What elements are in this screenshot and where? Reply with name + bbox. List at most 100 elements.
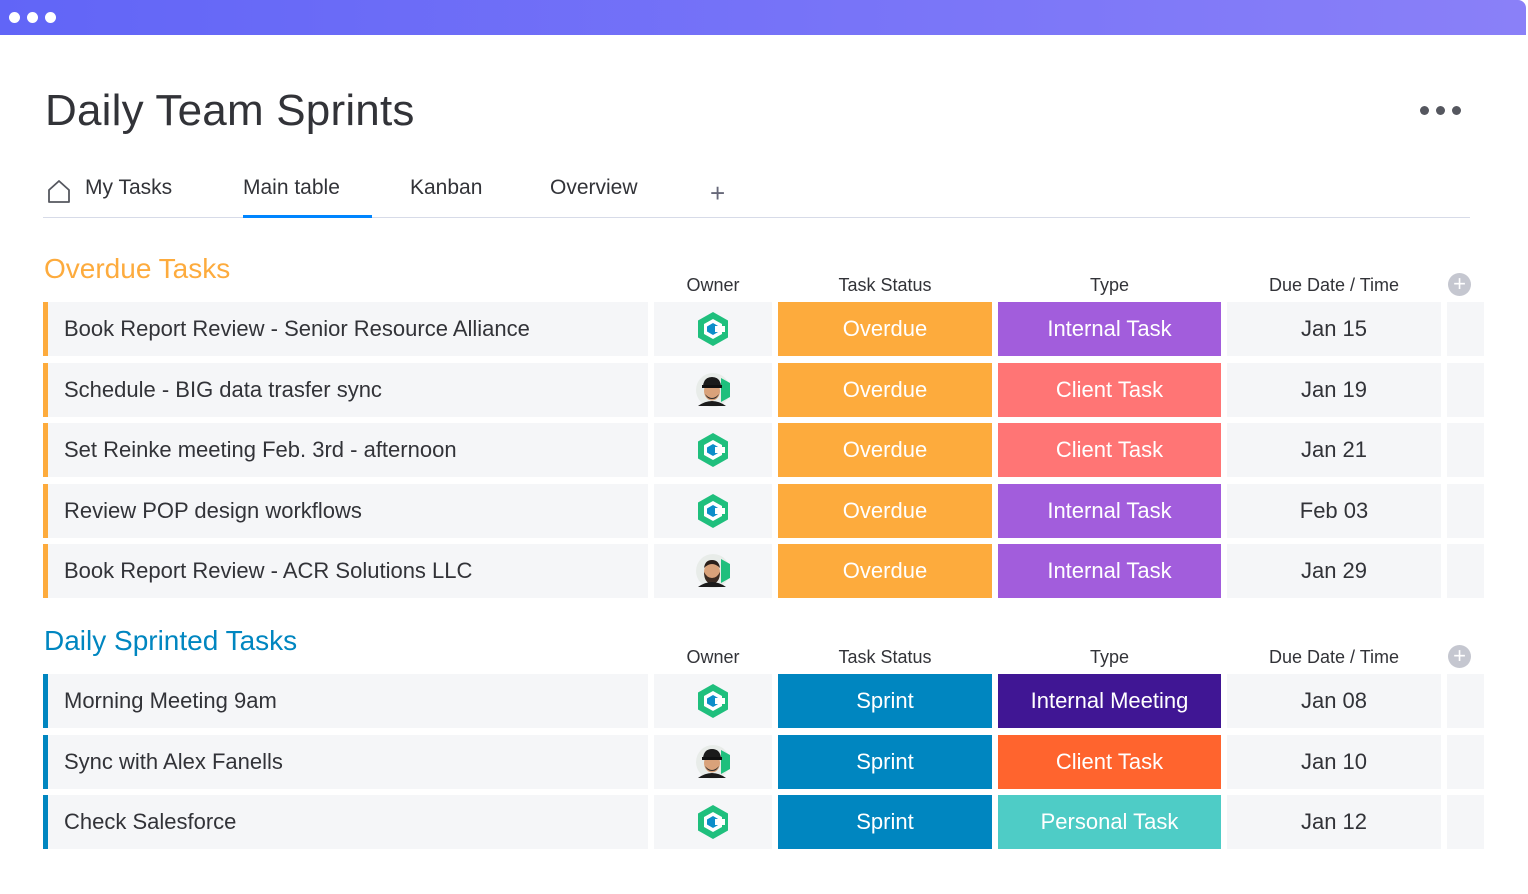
owner-cell[interactable] [654, 362, 772, 417]
owner-logo-icon[interactable] [695, 683, 731, 719]
table-row[interactable]: Sync with Alex Fanells Sprint Client Task J… [43, 734, 1484, 789]
owner-cell[interactable] [654, 302, 772, 356]
task-name-cell[interactable]: Morning Meeting 9am [43, 674, 648, 728]
column-header-due-date[interactable]: Due Date / Time [1268, 275, 1400, 295]
task-name[interactable]: Review POP design workflows [64, 497, 362, 523]
task-name[interactable]: Sync with Alex Fanells [64, 748, 283, 774]
owner-cell[interactable] [654, 734, 772, 789]
empty-cell [1447, 734, 1484, 789]
type-label[interactable]: Client Task [998, 734, 1221, 789]
owner-avatar[interactable] [695, 744, 731, 780]
task-name-cell[interactable]: Sync with Alex Fanells [43, 734, 648, 789]
empty-cell [1447, 483, 1484, 538]
type-label[interactable]: Internal Meeting [998, 674, 1221, 728]
column-header-task-status[interactable]: Task Status [838, 647, 932, 667]
status-label[interactable]: Overdue [778, 483, 992, 538]
task-name[interactable]: Book Report Review - Senior Resource All… [64, 316, 530, 341]
status-label[interactable]: Overdue [778, 302, 992, 356]
group-color-bar [43, 734, 48, 789]
table-row[interactable]: Review POP design workflows Overdue Intern… [43, 483, 1484, 538]
task-group: Daily Sprinted Tasks Owner Task Status Type… [43, 625, 1484, 855]
dot-icon [1420, 106, 1429, 115]
column-header-owner[interactable]: Owner [686, 275, 740, 295]
type-label[interactable]: Client Task [998, 423, 1221, 477]
owner-cell[interactable] [654, 674, 772, 728]
table-row[interactable]: Book Report Review - ACR Solutions LLC Ov… [43, 544, 1484, 598]
due-date[interactable]: Jan 21 [1227, 423, 1441, 477]
empty-cell [1447, 362, 1484, 417]
column-header-due-date[interactable]: Due Date / Time [1268, 647, 1400, 667]
due-date[interactable]: Jan 29 [1227, 544, 1441, 598]
type-label[interactable]: Personal Task [998, 795, 1221, 849]
due-date[interactable]: Jan 19 [1227, 362, 1441, 417]
status-label[interactable]: Sprint [778, 734, 992, 789]
due-date[interactable]: Jan 12 [1227, 795, 1441, 849]
status-label[interactable]: Sprint [778, 795, 992, 849]
empty-cell [1447, 544, 1484, 598]
owner-logo-icon[interactable] [695, 804, 731, 840]
task-name-cell[interactable]: Check Salesforce [43, 795, 648, 849]
owner-cell[interactable] [654, 483, 772, 538]
tab-kanban[interactable]: Kanban [410, 176, 483, 199]
group-color-bar [43, 423, 48, 477]
table-row[interactable]: Set Reinke meeting Feb. 3rd - afternoon O… [43, 423, 1484, 477]
task-name[interactable]: Morning Meeting 9am [64, 688, 277, 713]
task-name-cell[interactable]: Schedule - BIG data trasfer sync [43, 362, 648, 417]
group-color-bar [43, 362, 48, 417]
owner-cell[interactable] [654, 795, 772, 849]
owner-logo-icon[interactable] [695, 493, 731, 529]
window-dot-icon[interactable] [45, 12, 56, 23]
status-label[interactable]: Overdue [778, 362, 992, 417]
task-name[interactable]: Schedule - BIG data trasfer sync [64, 376, 382, 402]
owner-logo-icon[interactable] [695, 311, 731, 347]
status-label[interactable]: Overdue [778, 544, 992, 598]
owner-avatar[interactable] [695, 372, 731, 408]
status-label[interactable]: Sprint [778, 674, 992, 728]
task-name[interactable]: Book Report Review - ACR Solutions LLC [64, 558, 473, 583]
task-name-cell[interactable]: Book Report Review - Senior Resource All… [43, 302, 648, 356]
dot-icon [1436, 106, 1445, 115]
column-header-type[interactable]: Type [1089, 275, 1130, 295]
due-date[interactable]: Jan 10 [1227, 734, 1441, 789]
owner-avatar[interactable] [695, 553, 731, 589]
task-name-cell[interactable]: Book Report Review - ACR Solutions LLC [43, 544, 648, 598]
tab-my-tasks[interactable]: My Tasks [85, 176, 173, 199]
column-header-task-status[interactable]: Task Status [838, 275, 932, 295]
due-date[interactable]: Jan 08 [1227, 674, 1441, 728]
add-view-button[interactable]: + [710, 178, 726, 208]
window-controls [9, 12, 56, 23]
type-label[interactable]: Internal Task [998, 544, 1221, 598]
task-name-cell[interactable]: Set Reinke meeting Feb. 3rd - afternoon [43, 423, 648, 477]
type-label[interactable]: Internal Task [998, 483, 1221, 538]
status-label[interactable]: Overdue [778, 423, 992, 477]
empty-cell [1447, 423, 1484, 477]
task-name-cell[interactable]: Review POP design workflows [43, 483, 648, 538]
type-label[interactable]: Internal Task [998, 302, 1221, 356]
table-row[interactable]: Morning Meeting 9am Sprint Internal Meetin… [43, 674, 1484, 728]
group-color-bar [43, 483, 48, 538]
type-label[interactable]: Client Task [998, 362, 1221, 417]
window-dot-icon[interactable] [27, 12, 38, 23]
task-name[interactable]: Set Reinke meeting Feb. 3rd - afternoon [64, 437, 457, 462]
column-header-owner[interactable]: Owner [686, 647, 740, 667]
owner-logo-icon[interactable] [695, 432, 731, 468]
owner-cell[interactable] [654, 544, 772, 598]
task-name[interactable]: Check Salesforce [64, 809, 237, 834]
due-date[interactable]: Jan 15 [1227, 302, 1441, 356]
add-column-button[interactable]: + [1448, 645, 1471, 668]
table-row[interactable]: Check Salesforce Sprint Personal Task Jan 1… [43, 795, 1484, 849]
table-row[interactable]: Schedule - BIG data trasfer sync Overdue C… [43, 362, 1484, 417]
more-options-button[interactable] [1418, 104, 1463, 117]
tab-main-table[interactable]: Main table [243, 176, 372, 218]
group-title[interactable]: Overdue Tasks [44, 253, 231, 284]
group-color-bar [43, 795, 48, 849]
column-header-type[interactable]: Type [1089, 647, 1130, 667]
window-dot-icon[interactable] [9, 12, 20, 23]
table-row[interactable]: Book Report Review - Senior Resource All… [43, 302, 1484, 356]
group-title[interactable]: Daily Sprinted Tasks [44, 625, 298, 656]
window-title-bar [0, 0, 1526, 35]
tab-overview[interactable]: Overview [550, 176, 638, 199]
add-column-button[interactable]: + [1448, 273, 1471, 296]
due-date[interactable]: Feb 03 [1227, 483, 1441, 538]
owner-cell[interactable] [654, 423, 772, 477]
